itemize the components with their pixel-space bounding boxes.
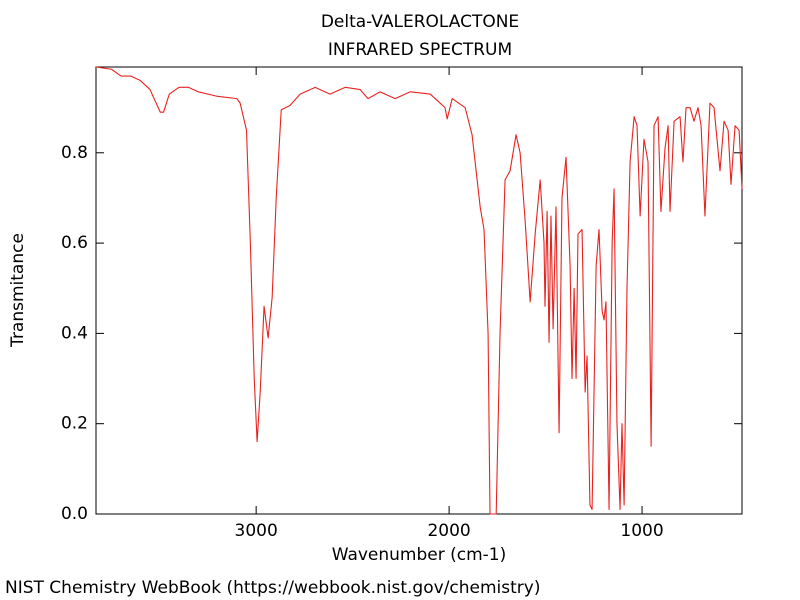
x-tick-label: 3000 xyxy=(235,521,278,541)
x-axis-label: Wavenumber (cm-1) xyxy=(332,545,507,565)
y-tick-label: 0.8 xyxy=(61,143,88,163)
y-tick-label: 0.6 xyxy=(61,233,88,253)
spectrum-line xyxy=(95,66,743,515)
plot-frame xyxy=(95,66,743,515)
y-tick-label: 0.4 xyxy=(61,323,88,343)
y-axis-label: Transmitance xyxy=(8,233,28,348)
y-tick-label: 0.2 xyxy=(61,414,88,434)
chart-subtitle: INFRARED SPECTRUM xyxy=(328,40,512,60)
chart-title: Delta-VALEROLACTONE xyxy=(321,12,519,32)
footer: NIST Chemistry WebBook (https://webbook.… xyxy=(5,578,540,598)
x-tick-label: 2000 xyxy=(427,521,470,541)
y-tick-label: 0.0 xyxy=(61,504,88,524)
x-tick-label: 1000 xyxy=(620,521,663,541)
